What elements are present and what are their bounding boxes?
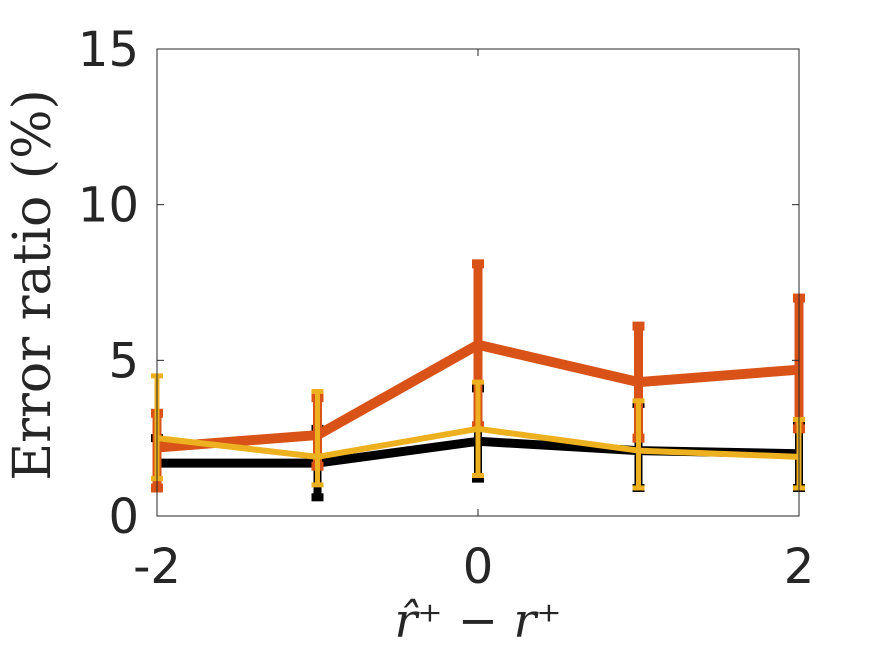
y-tick-label: 15	[78, 22, 139, 78]
ticks-layer	[156, 48, 800, 517]
y-tick-label: 5	[108, 333, 139, 389]
y-tick-label: 0	[108, 489, 139, 545]
x-axis-label: r̂⁺ − r⁺	[394, 593, 561, 649]
series-2	[151, 373, 805, 491]
series-layer	[151, 259, 805, 502]
series-line	[156, 339, 800, 453]
y-tick-label: 10	[78, 178, 139, 234]
series-line	[156, 425, 800, 460]
x-tick-label: -2	[133, 539, 181, 595]
y-axis-label: Error ratio (%)	[3, 89, 63, 481]
x-tick-label: 2	[784, 539, 815, 595]
x-tick-label: 0	[463, 539, 494, 595]
